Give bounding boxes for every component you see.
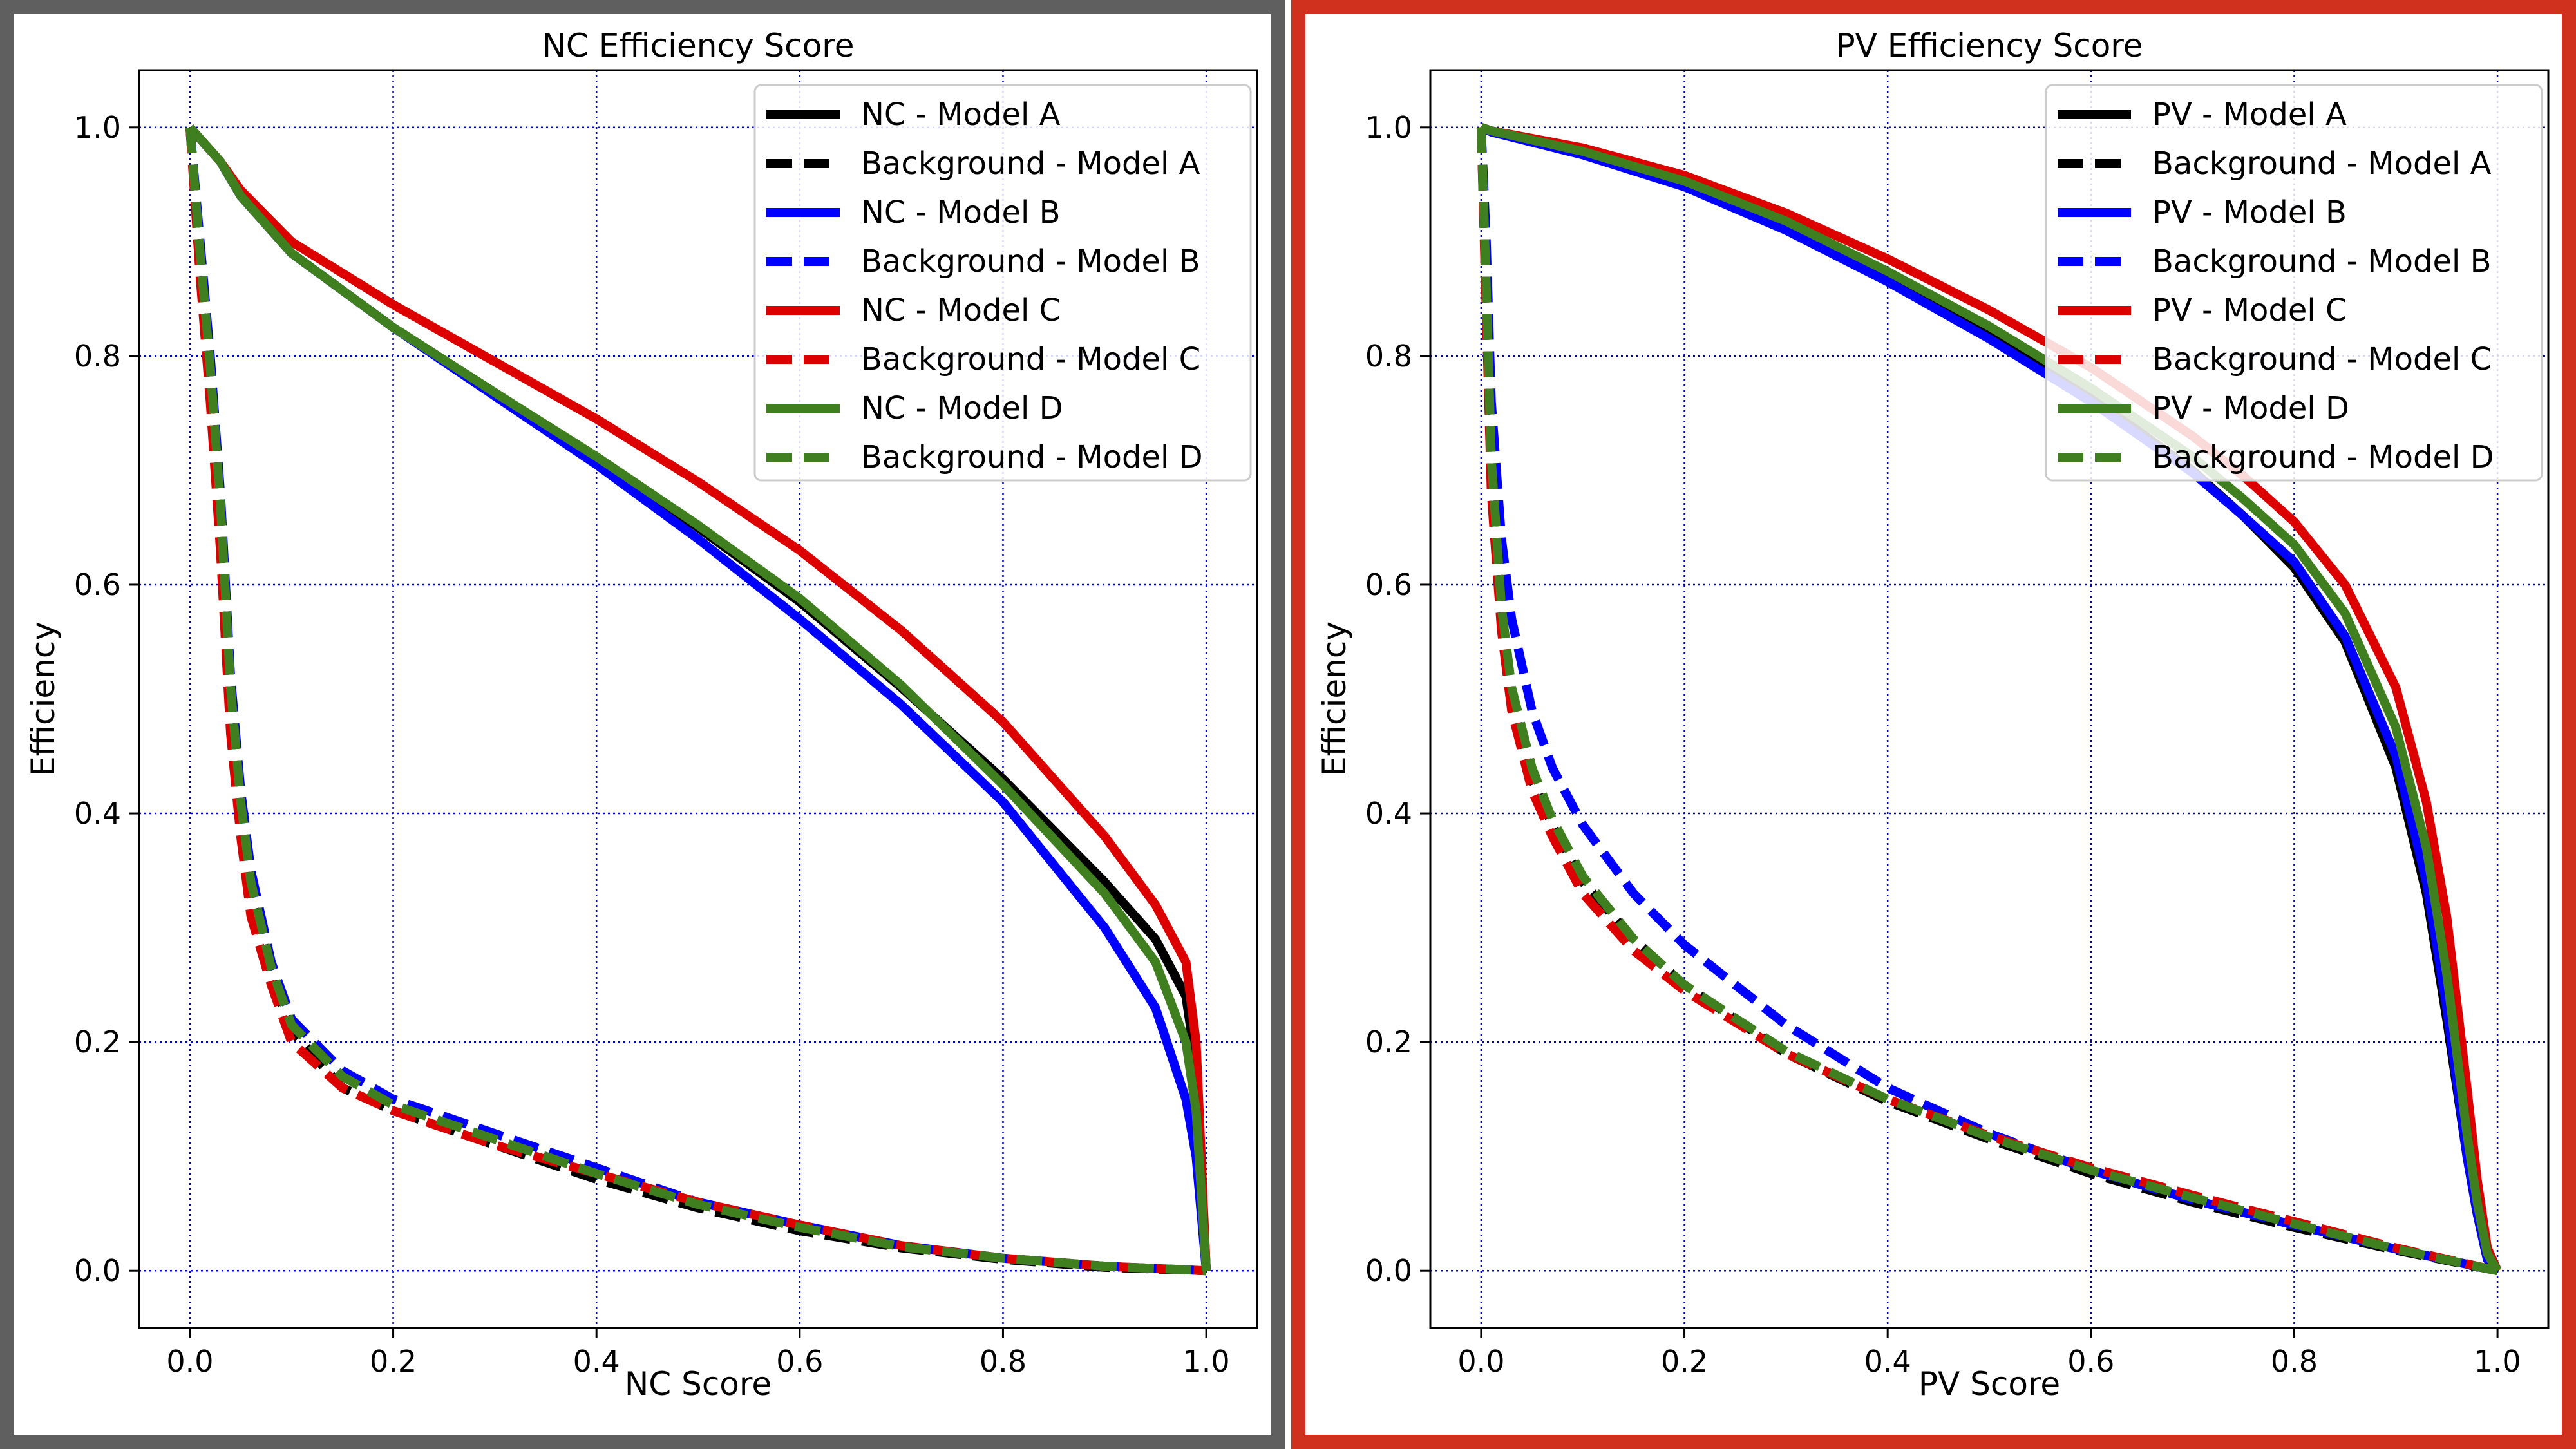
x-axis-label: NC Score xyxy=(625,1365,772,1403)
legend: PV - Model A Background - Model A PV - Mod… xyxy=(2045,84,2543,482)
x-tick-label: 0.0 xyxy=(166,1344,213,1379)
series-line-6 xyxy=(1479,123,2502,1273)
legend-entry-label: Background - Model A xyxy=(2152,146,2492,182)
y-tick-label: 0.4 xyxy=(1365,796,1412,831)
series-line-7 xyxy=(1476,127,2499,1276)
legend-entry-label: PV - Model C xyxy=(2152,292,2347,328)
x-tick-label: 0.6 xyxy=(776,1344,823,1379)
series-line-3 xyxy=(1476,127,2499,1276)
legend-entry-label: Background - Model C xyxy=(861,341,1200,377)
y-tick-label: 0.8 xyxy=(1365,339,1412,374)
plot-frame xyxy=(1429,69,2550,1329)
pv-efficiency-panel: 0.0 0.2 0.4 0.6 0.8 1.0 0.0 0.2 0.4 0.6 0.8 1.0 PV E… xyxy=(1291,0,2576,1449)
legend-entry-label: PV - Model D xyxy=(2152,390,2349,426)
y-tick-label: 0.4 xyxy=(74,796,121,831)
y-tick-label: 0.2 xyxy=(1365,1025,1412,1059)
y-tick-label: 0.0 xyxy=(1365,1253,1412,1288)
legend-entry-label: Background - Model A xyxy=(861,146,1200,182)
legend-entry-label: NC - Model D xyxy=(861,390,1063,426)
x-tick-label: 0.6 xyxy=(2067,1344,2114,1379)
x-tick-label: 0.8 xyxy=(2271,1344,2318,1379)
y-tick-label: 1.0 xyxy=(74,110,121,145)
nc-efficiency-panel: 0.0 0.2 0.4 0.6 0.8 1.0 0.0 0.2 0.4 0.6 0.8 1.0 NC E… xyxy=(0,0,1285,1449)
x-tick-label: 1.0 xyxy=(1183,1344,1230,1379)
plot-frame xyxy=(138,69,1258,1329)
grid-lines xyxy=(139,70,1257,1328)
legend-box xyxy=(2045,84,2543,482)
chart-title: PV Efficiency Score xyxy=(1835,27,2143,64)
y-tick-label: 0.6 xyxy=(1365,567,1412,602)
nc-efficiency-chart: 0.0 0.2 0.4 0.6 0.8 1.0 0.0 0.2 0.4 0.6 0.8 1.0 NC E… xyxy=(24,27,1258,1403)
pv-efficiency-chart: 0.0 0.2 0.4 0.6 0.8 1.0 0.0 0.2 0.4 0.6 0.8 1.0 PV E… xyxy=(1316,27,2550,1403)
legend-entry-label: Background - Model D xyxy=(2152,439,2494,475)
x-axis-label: PV Score xyxy=(1918,1365,2060,1403)
y-tick-label: 0.0 xyxy=(74,1253,121,1288)
legend-entry-label: NC - Model C xyxy=(861,292,1061,328)
y-tick-label: 0.2 xyxy=(74,1025,121,1059)
x-tick-label: 0.2 xyxy=(1661,1344,1708,1379)
legend-entry-label: Background - Model B xyxy=(861,243,1200,279)
legend-entry-label: PV - Model A xyxy=(2152,97,2347,133)
legend-entry-label: NC - Model A xyxy=(861,97,1061,133)
y-axis-label: Efficiency xyxy=(24,621,62,777)
series-group xyxy=(185,124,1211,1276)
series-line-6 xyxy=(186,124,1211,1271)
legend-entry-label: Background - Model B xyxy=(2152,243,2492,279)
y-tick-label: 0.6 xyxy=(74,567,121,602)
x-tick-label: 0.2 xyxy=(370,1344,417,1379)
x-tick-label: 0.4 xyxy=(1864,1344,1911,1379)
y-tick-label: 0.8 xyxy=(74,339,121,374)
grid-lines xyxy=(1430,70,2548,1328)
x-tick-label: 0.0 xyxy=(1457,1344,1504,1379)
legend-box xyxy=(753,84,1252,482)
chart-title: NC Efficiency Score xyxy=(542,27,855,64)
x-tick-label: 0.8 xyxy=(980,1344,1027,1379)
x-tick-label: 1.0 xyxy=(2474,1344,2521,1379)
series-line-7 xyxy=(185,127,1207,1276)
legend-entry-label: Background - Model D xyxy=(861,439,1203,475)
legend: NC - Model A Background - Model A NC - Mod… xyxy=(753,84,1252,482)
legend-entry-label: Background - Model C xyxy=(2152,341,2492,377)
y-axis-label: Efficiency xyxy=(1316,621,1353,777)
legend-entry-label: PV - Model B xyxy=(2152,194,2347,231)
legend-entry-label: NC - Model B xyxy=(861,194,1061,231)
y-tick-label: 1.0 xyxy=(1365,110,1412,145)
x-tick-label: 0.4 xyxy=(573,1344,620,1379)
